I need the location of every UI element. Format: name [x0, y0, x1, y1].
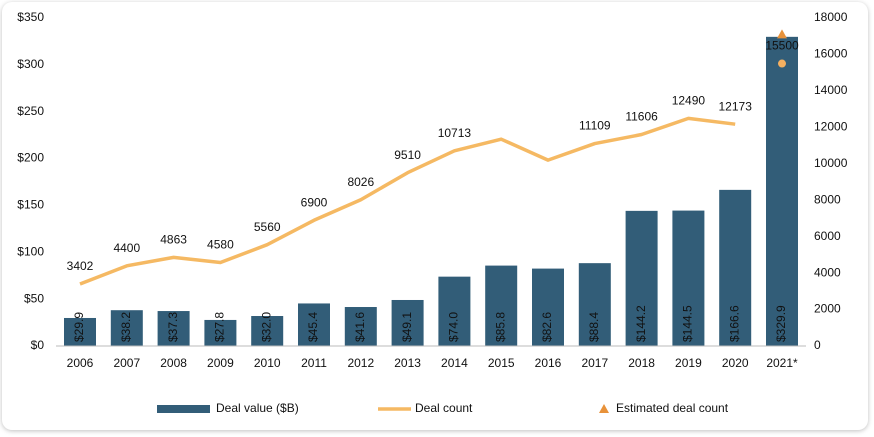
- y-tick-label: $350: [17, 10, 44, 24]
- bar-label: $32.0: [259, 312, 273, 342]
- y2-tick-label: 6000: [814, 229, 841, 243]
- legend-label: Estimated deal count: [616, 401, 729, 415]
- line-label: 3402: [67, 259, 94, 273]
- y-tick-label: $150: [17, 198, 44, 212]
- x-tick-label: 2007: [113, 356, 140, 370]
- bar-label: $82.6: [540, 312, 554, 342]
- y2-tick-label: 14000: [814, 83, 848, 97]
- bar-label: $49.1: [400, 312, 414, 342]
- line-point: [778, 59, 786, 68]
- bar: [672, 210, 705, 346]
- bar: [344, 307, 377, 346]
- line-label: 4863: [160, 233, 187, 247]
- bar-label: $144.2: [634, 305, 648, 342]
- x-tick-label: 2019: [675, 356, 702, 370]
- y2-tick-label: 12000: [814, 120, 848, 134]
- y-tick-label: $200: [17, 151, 44, 165]
- bar: [532, 268, 564, 346]
- bar-label: $45.4: [306, 312, 320, 342]
- y-tick-label: $50: [24, 291, 44, 305]
- bar-label: $88.4: [587, 312, 601, 342]
- y2-tick-label: 18000: [814, 10, 848, 24]
- bar-label: $38.2: [119, 312, 133, 342]
- x-tick-label: 2017: [581, 356, 608, 370]
- line-label: 9510: [394, 148, 421, 162]
- line-label: 15500: [765, 39, 799, 53]
- y2-tick-label: 8000: [814, 192, 841, 206]
- bar-label: $144.5: [681, 305, 695, 342]
- bar: [251, 316, 284, 346]
- y2-tick-label: 16000: [814, 47, 848, 61]
- x-tick-label: 2016: [535, 356, 562, 370]
- y2-tick-label: 2000: [814, 302, 841, 316]
- y2-tick-label: 4000: [814, 265, 841, 279]
- bar-label: $329.9: [774, 305, 788, 342]
- bar-label: $29.9: [72, 312, 86, 342]
- line-label: 11109: [579, 119, 611, 133]
- line: [79, 116, 736, 286]
- y2-tick-label: 10000: [814, 156, 848, 170]
- x-tick-label: 2015: [488, 356, 515, 370]
- line-label: 11606: [625, 110, 658, 124]
- x-tick-label: 2020: [722, 356, 749, 370]
- line-label: 8026: [347, 175, 374, 189]
- bar: [391, 299, 424, 346]
- x-tick-label: 2014: [441, 356, 468, 370]
- line-label: 12490: [672, 94, 706, 108]
- bar: [204, 319, 237, 346]
- bar-label: $166.6: [727, 305, 741, 342]
- bar: [578, 263, 611, 346]
- y-tick-label: $300: [17, 57, 44, 71]
- x-tick-label: 2021*: [766, 356, 798, 370]
- x-tick-label: 2012: [347, 356, 374, 370]
- line-label: 6900: [301, 195, 328, 209]
- x-tick-label: 2008: [160, 356, 187, 370]
- legend-label: Deal count: [415, 401, 473, 415]
- bar: [766, 36, 798, 346]
- line-label: 10713: [438, 126, 472, 140]
- line-label: 12173: [719, 99, 753, 113]
- bar: [110, 310, 143, 346]
- bar-label: $85.8: [493, 312, 507, 342]
- legend-swatch: [599, 404, 609, 413]
- y2-tick-label: 0: [814, 338, 821, 352]
- bar-label: $27.8: [213, 312, 227, 342]
- y-tick-label: $250: [17, 104, 44, 118]
- legend-label: Deal value ($B): [216, 401, 299, 415]
- x-tick-label: 2013: [394, 356, 421, 370]
- marker: [777, 29, 787, 39]
- bar: [719, 189, 752, 346]
- legend-swatch: [157, 405, 210, 413]
- x-tick-label: 2010: [254, 356, 281, 370]
- bar: [157, 311, 190, 346]
- line-label: 4580: [207, 238, 234, 252]
- x-tick-label: 2009: [207, 356, 234, 370]
- bar: [298, 303, 330, 346]
- line-label: 4400: [113, 241, 140, 255]
- x-tick-label: 2018: [628, 356, 655, 370]
- bar: [438, 276, 471, 346]
- bar-label: $74.0: [447, 312, 461, 342]
- y-tick-label: $0: [31, 338, 45, 352]
- y-tick-label: $100: [17, 244, 44, 258]
- bar: [64, 317, 96, 346]
- x-tick-label: 2006: [67, 356, 94, 370]
- bar: [625, 210, 658, 346]
- x-tick-label: 2011: [301, 356, 327, 370]
- bar: [485, 265, 518, 346]
- bar-label: $37.3: [166, 312, 180, 342]
- line-label: 5560: [254, 220, 281, 234]
- bar-label: $41.6: [353, 312, 367, 342]
